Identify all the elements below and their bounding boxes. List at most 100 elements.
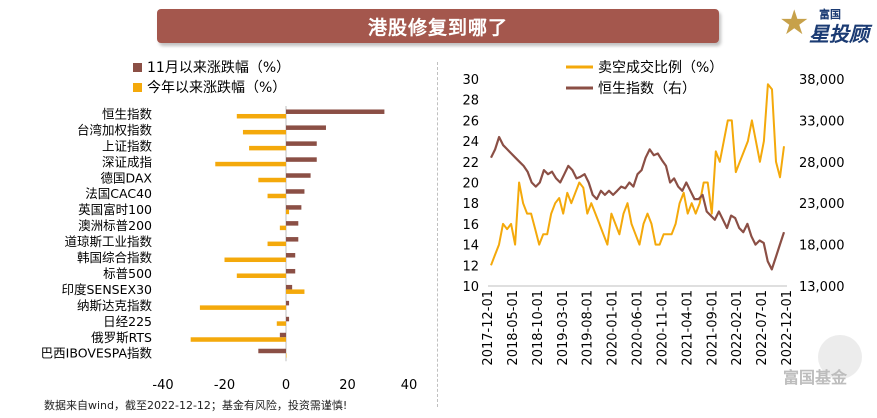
y-right-tick-label: 18,000 bbox=[799, 239, 845, 254]
x-date-label: 2021-09-01 bbox=[705, 290, 720, 366]
bar-ytd bbox=[242, 129, 286, 135]
category-label: 上证指数 bbox=[102, 138, 153, 153]
bar-nov bbox=[286, 205, 302, 210]
bar-ytd bbox=[279, 225, 286, 231]
bar-nov bbox=[286, 284, 293, 290]
legend-label-hsi: 恒生指数（右） bbox=[598, 81, 696, 97]
source-note: 数据来自wind，截至2022-12-12；基金有风险，投资需谨慎! bbox=[44, 399, 348, 412]
y-left-tick-label: 14 bbox=[462, 239, 479, 254]
x-date-label: 2022-02-01 bbox=[730, 290, 745, 366]
y-right-tick-label: 33,000 bbox=[799, 114, 845, 129]
category-label: 澳洲标普200 bbox=[78, 218, 152, 233]
x-date-label: 2019-03-01 bbox=[556, 290, 571, 366]
y-left-tick-label: 28 bbox=[462, 94, 479, 109]
x-date-label: 2021-04-01 bbox=[680, 290, 695, 366]
bar-ytd bbox=[276, 321, 286, 326]
x-date-label: 2020-11-01 bbox=[655, 290, 670, 366]
category-label: 道琼斯工业指数 bbox=[64, 234, 152, 249]
bar-ytd bbox=[190, 337, 286, 342]
category-label: 标普500 bbox=[103, 266, 152, 281]
x-date-label: 2018-10-01 bbox=[531, 290, 546, 366]
title-banner: 港股修复到哪了 bbox=[157, 9, 719, 43]
category-label: 俄罗斯RTS bbox=[91, 330, 152, 345]
x-date-label: 2017-12-01 bbox=[481, 290, 496, 366]
category-label: 台湾加权指数 bbox=[77, 122, 153, 137]
bar-nov bbox=[286, 253, 296, 258]
category-label: 德国DAX bbox=[100, 170, 152, 185]
legend-label-ytd: 今年以来涨跌幅（%） bbox=[147, 80, 286, 96]
bar-ytd bbox=[215, 161, 286, 167]
bar-ytd bbox=[224, 257, 286, 263]
category-label: 深证成指 bbox=[102, 154, 152, 169]
bar-nov bbox=[286, 173, 311, 178]
y-right-tick-label: 13,000 bbox=[799, 280, 845, 295]
y-left-tick-label: 20 bbox=[462, 177, 479, 192]
category-label: 日经225 bbox=[103, 314, 152, 329]
category-label: 英国富时100 bbox=[78, 202, 152, 217]
x-tick-label: 40 bbox=[401, 378, 418, 393]
y-left-tick-label: 16 bbox=[462, 218, 479, 233]
x-date-label: 2022-07-01 bbox=[755, 290, 770, 366]
x-tick-label: 0 bbox=[282, 378, 290, 393]
x-tick-label: -20 bbox=[214, 378, 235, 393]
brand-logo: ★ 富国 星投顾 bbox=[779, 3, 874, 46]
page-title: 港股修复到哪了 bbox=[367, 16, 508, 39]
x-date-label: 2019-08-01 bbox=[581, 290, 596, 366]
logo-small-text: 富国 bbox=[819, 8, 841, 21]
bar-nov bbox=[286, 109, 385, 114]
bar-nov bbox=[286, 221, 299, 226]
bar-nov bbox=[286, 141, 317, 146]
y-left-tick-label: 18 bbox=[462, 197, 479, 212]
bar-nov bbox=[286, 300, 290, 306]
bar-nov bbox=[286, 316, 290, 322]
bar-nov bbox=[286, 125, 326, 130]
short-selling-ratio-line bbox=[490, 83, 785, 266]
logo-big-text: 星投顾 bbox=[809, 22, 869, 46]
bar-ytd bbox=[267, 241, 286, 247]
category-label: 印度SENSEX30 bbox=[62, 282, 153, 297]
x-date-label: 2018-05-01 bbox=[506, 290, 521, 366]
x-tick-label: -40 bbox=[152, 378, 173, 393]
bar-ytd bbox=[258, 177, 286, 183]
category-label: 纳斯达克指数 bbox=[77, 298, 153, 313]
y-right-tick-label: 23,000 bbox=[799, 197, 845, 212]
y-left-tick-label: 24 bbox=[462, 135, 479, 150]
bar-nov bbox=[286, 189, 305, 194]
bar-nov bbox=[286, 237, 299, 242]
category-label: 法国CAC40 bbox=[85, 186, 152, 201]
y-left-tick-label: 26 bbox=[462, 114, 479, 129]
hsi-line bbox=[490, 135, 786, 271]
y-right-tick-label: 28,000 bbox=[799, 156, 845, 171]
watermark-icon bbox=[818, 335, 862, 379]
bar-nov bbox=[286, 268, 296, 274]
x-date-label: 2022-12-01 bbox=[780, 290, 795, 366]
legend-label-short: 卖空成交比例（%） bbox=[598, 59, 723, 76]
bar-nov bbox=[258, 348, 286, 354]
x-tick-label: 20 bbox=[339, 378, 356, 393]
star-icon: ★ bbox=[779, 3, 810, 43]
panel-divider bbox=[437, 62, 438, 407]
bar-nov bbox=[279, 332, 286, 338]
category-label: 韩国综合指数 bbox=[77, 250, 153, 265]
y-left-tick-label: 12 bbox=[462, 259, 479, 274]
y-right-tick-label: 38,000 bbox=[799, 73, 845, 88]
bar-ytd bbox=[267, 193, 286, 199]
y-left-tick-label: 10 bbox=[462, 280, 479, 295]
x-date-label: 2020-01-01 bbox=[606, 290, 621, 366]
bar-ytd bbox=[236, 113, 286, 119]
bar-nov bbox=[286, 157, 317, 162]
legend-swatch-ytd bbox=[133, 83, 142, 92]
category-label: 巴西IBOVESPA指数 bbox=[41, 346, 153, 361]
y-left-tick-label: 22 bbox=[462, 156, 479, 171]
bar-ytd bbox=[249, 145, 286, 151]
category-label: 恒生指数 bbox=[102, 106, 153, 121]
bar-ytd bbox=[236, 273, 286, 278]
bar-ytd bbox=[286, 209, 290, 215]
watermark: 富国基金 bbox=[783, 368, 848, 387]
legend-swatch-nov bbox=[133, 63, 142, 72]
bar-ytd bbox=[286, 353, 287, 358]
bar-ytd bbox=[286, 289, 305, 294]
x-date-label: 2020-06-01 bbox=[631, 290, 646, 366]
bar-ytd bbox=[199, 305, 286, 310]
